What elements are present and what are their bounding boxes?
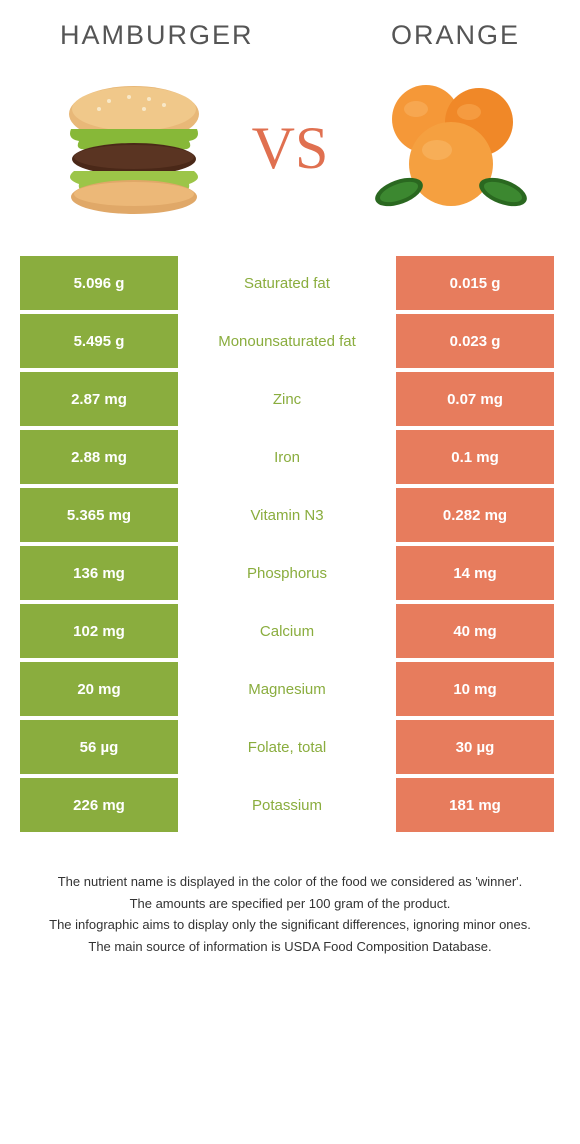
table-row: 2.87 mgZinc0.07 mg: [20, 372, 560, 426]
right-value-cell: 14 mg: [396, 546, 554, 600]
right-value-cell: 181 mg: [396, 778, 554, 832]
table-row: 136 mgPhosphorus14 mg: [20, 546, 560, 600]
left-value-cell: 2.87 mg: [20, 372, 178, 426]
images-row: VS: [0, 71, 580, 226]
nutrient-label-cell: Folate, total: [182, 720, 392, 774]
table-row: 56 µgFolate, total30 µg: [20, 720, 560, 774]
left-value-cell: 136 mg: [20, 546, 178, 600]
nutrient-label-cell: Phosphorus: [182, 546, 392, 600]
nutrient-label-cell: Saturated fat: [182, 256, 392, 310]
nutrient-label-cell: Vitamin N3: [182, 488, 392, 542]
right-value-cell: 30 µg: [396, 720, 554, 774]
nutrient-label-cell: Iron: [182, 430, 392, 484]
left-value-cell: 5.096 g: [20, 256, 178, 310]
table-row: 2.88 mgIron0.1 mg: [20, 430, 560, 484]
nutrient-table: 5.096 gSaturated fat0.015 g5.495 gMonoun…: [20, 256, 560, 832]
nutrient-label-cell: Magnesium: [182, 662, 392, 716]
left-value-cell: 56 µg: [20, 720, 178, 774]
left-value-cell: 5.495 g: [20, 314, 178, 368]
vs-label: VS: [252, 114, 329, 183]
right-value-cell: 0.282 mg: [396, 488, 554, 542]
right-value-cell: 10 mg: [396, 662, 554, 716]
table-row: 20 mgMagnesium10 mg: [20, 662, 560, 716]
left-value-cell: 20 mg: [20, 662, 178, 716]
table-row: 102 mgCalcium40 mg: [20, 604, 560, 658]
table-row: 226 mgPotassium181 mg: [20, 778, 560, 832]
left-value-cell: 5.365 mg: [20, 488, 178, 542]
right-value-cell: 0.07 mg: [396, 372, 554, 426]
nutrient-label-cell: Calcium: [182, 604, 392, 658]
right-value-cell: 0.015 g: [396, 256, 554, 310]
hamburger-image: [44, 71, 224, 226]
footer-line-2: The amounts are specified per 100 gram o…: [30, 894, 550, 914]
right-value-cell: 0.023 g: [396, 314, 554, 368]
right-food-title: ORANGE: [391, 20, 520, 51]
footer-line-4: The main source of information is USDA F…: [30, 937, 550, 957]
right-value-cell: 0.1 mg: [396, 430, 554, 484]
right-value-cell: 40 mg: [396, 604, 554, 658]
orange-image: [356, 71, 536, 226]
left-value-cell: 102 mg: [20, 604, 178, 658]
table-row: 5.495 gMonounsaturated fat0.023 g: [20, 314, 560, 368]
left-food-title: HAMBURGER: [60, 20, 254, 51]
table-row: 5.365 mgVitamin N30.282 mg: [20, 488, 560, 542]
footer-notes: The nutrient name is displayed in the co…: [0, 872, 580, 956]
table-row: 5.096 gSaturated fat0.015 g: [20, 256, 560, 310]
left-value-cell: 226 mg: [20, 778, 178, 832]
left-value-cell: 2.88 mg: [20, 430, 178, 484]
nutrient-label-cell: Potassium: [182, 778, 392, 832]
nutrient-label-cell: Monounsaturated fat: [182, 314, 392, 368]
footer-line-1: The nutrient name is displayed in the co…: [30, 872, 550, 892]
footer-line-3: The infographic aims to display only the…: [30, 915, 550, 935]
header-row: HAMBURGER ORANGE: [0, 20, 580, 51]
nutrient-label-cell: Zinc: [182, 372, 392, 426]
